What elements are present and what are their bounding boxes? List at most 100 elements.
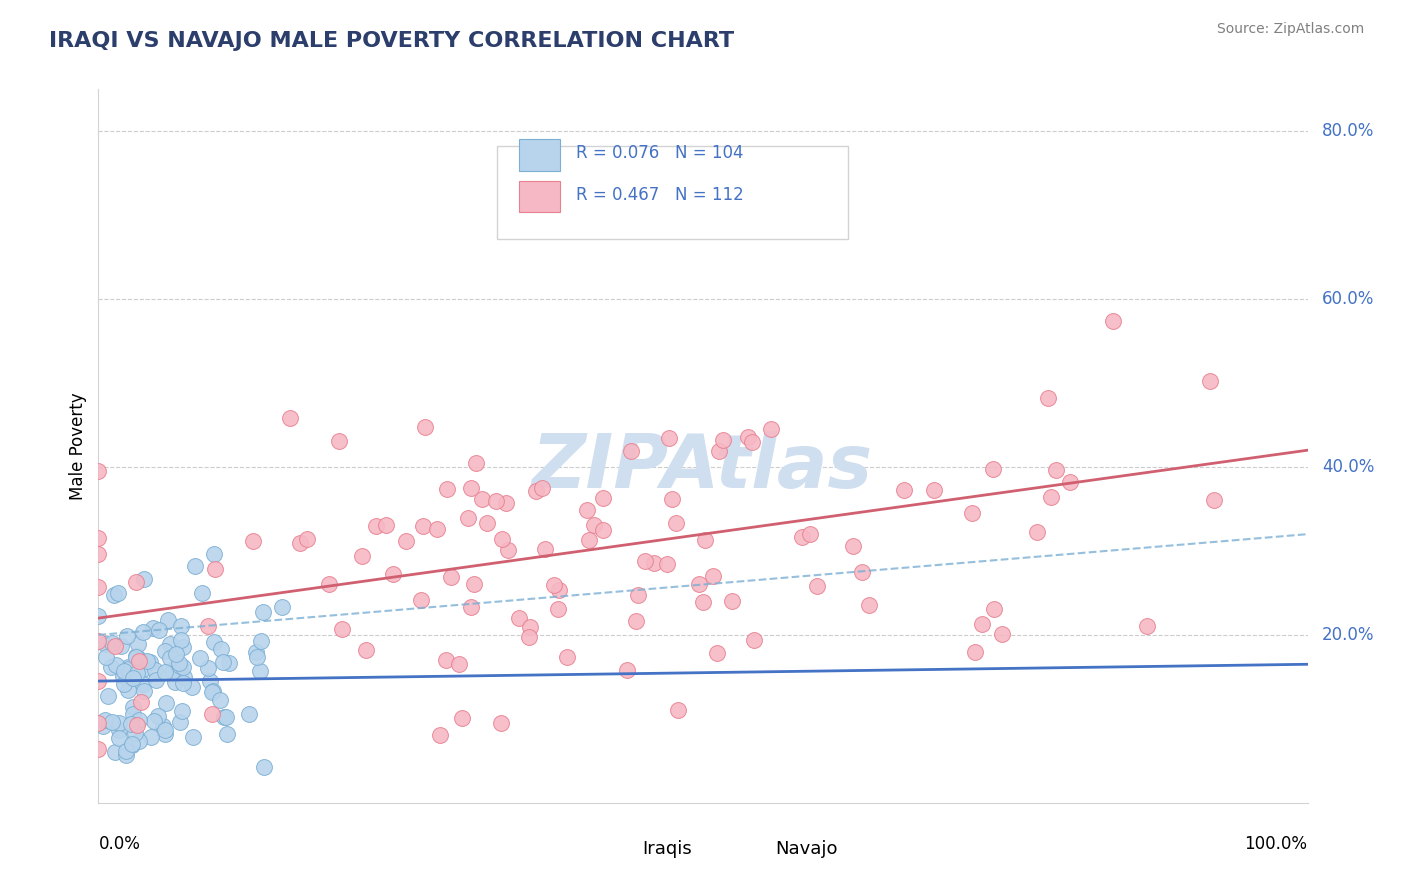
Point	[181, 731, 204, 745]
Point	[288, 536, 311, 550]
Point	[893, 483, 915, 497]
Point	[87, 741, 110, 756]
Point	[557, 649, 579, 664]
Point	[141, 731, 163, 745]
Point	[191, 585, 214, 599]
Point	[188, 650, 211, 665]
Point	[104, 658, 127, 673]
Point	[238, 706, 260, 721]
Point	[991, 627, 1014, 641]
Point	[170, 704, 193, 718]
Point	[707, 444, 730, 458]
Point	[152, 719, 174, 733]
Point	[135, 654, 157, 668]
Point	[519, 620, 541, 634]
Text: R = 0.467   N = 112: R = 0.467 N = 112	[576, 186, 744, 203]
Point	[496, 543, 519, 558]
Point	[114, 744, 136, 758]
Point	[543, 578, 565, 592]
Point	[806, 579, 828, 593]
Text: Source: ZipAtlas.com: Source: ZipAtlas.com	[1216, 22, 1364, 37]
Point	[173, 670, 195, 684]
Point	[218, 657, 240, 671]
Point	[295, 533, 318, 547]
Point	[692, 595, 714, 609]
Point	[409, 593, 432, 607]
Point	[661, 491, 683, 506]
Point	[624, 615, 647, 629]
Point	[143, 714, 166, 729]
Point	[252, 605, 274, 619]
Point	[117, 659, 139, 673]
Point	[153, 723, 176, 737]
Point	[160, 665, 183, 679]
Text: IRAQI VS NAVAJO MALE POVERTY CORRELATION CHART: IRAQI VS NAVAJO MALE POVERTY CORRELATION…	[49, 31, 734, 51]
Point	[489, 715, 512, 730]
Point	[153, 727, 176, 741]
Point	[132, 624, 155, 639]
Point	[132, 661, 155, 675]
FancyBboxPatch shape	[519, 139, 561, 170]
Point	[842, 539, 865, 553]
Text: Iraqis: Iraqis	[643, 840, 692, 858]
Point	[100, 636, 122, 650]
Point	[495, 496, 517, 510]
Point	[524, 484, 547, 499]
Point	[162, 663, 184, 677]
Point	[429, 727, 451, 741]
Point	[87, 609, 110, 624]
Point	[426, 523, 449, 537]
Point	[138, 655, 160, 669]
Point	[1199, 375, 1222, 389]
Point	[155, 665, 177, 680]
Point	[87, 531, 110, 545]
Point	[318, 577, 340, 591]
Point	[107, 586, 129, 600]
Point	[693, 533, 716, 548]
Point	[965, 645, 987, 659]
Point	[201, 684, 224, 698]
Point	[582, 518, 605, 533]
Point	[145, 673, 167, 687]
Point	[721, 594, 744, 608]
Point	[128, 651, 150, 665]
Point	[616, 664, 638, 678]
Point	[94, 637, 117, 651]
Point	[851, 565, 873, 579]
Point	[148, 624, 170, 638]
Point	[1202, 493, 1225, 508]
Point	[246, 650, 269, 665]
Point	[131, 695, 153, 709]
Point	[250, 633, 273, 648]
Point	[146, 709, 169, 723]
Point	[197, 660, 219, 674]
Point	[278, 411, 301, 425]
Point	[87, 464, 110, 478]
Point	[1101, 314, 1123, 328]
Point	[197, 619, 219, 633]
Point	[737, 430, 759, 444]
Point	[245, 645, 267, 659]
Point	[91, 719, 114, 733]
Point	[761, 422, 783, 436]
Point	[665, 516, 688, 530]
Point	[124, 726, 146, 740]
Point	[128, 713, 150, 727]
Point	[125, 575, 148, 590]
Point	[117, 662, 139, 676]
Point	[104, 639, 127, 653]
Point	[1038, 391, 1060, 405]
Point	[87, 715, 110, 730]
Text: 40.0%: 40.0%	[1322, 458, 1375, 476]
Y-axis label: Male Poverty: Male Poverty	[69, 392, 87, 500]
Point	[983, 601, 1005, 615]
FancyBboxPatch shape	[519, 180, 561, 212]
Point	[547, 601, 569, 615]
Point	[702, 569, 724, 583]
Point	[125, 649, 148, 664]
Point	[101, 714, 124, 729]
Point	[94, 713, 117, 727]
Point	[413, 419, 436, 434]
Text: 0.0%: 0.0%	[98, 835, 141, 853]
Point	[127, 666, 149, 681]
